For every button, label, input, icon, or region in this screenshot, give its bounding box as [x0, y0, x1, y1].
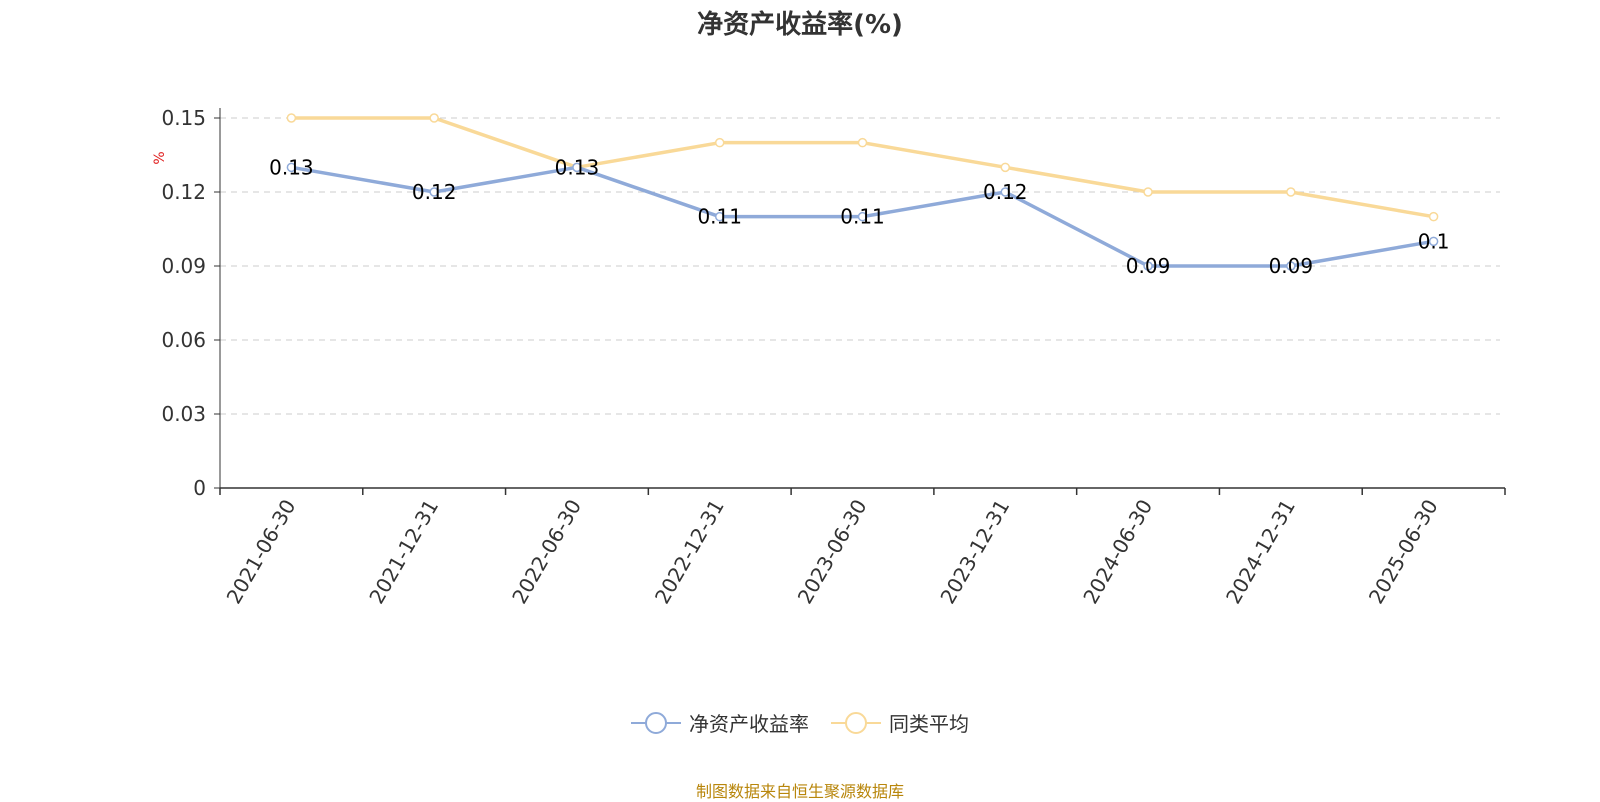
- x-tick-label: 2025-06-30: [1364, 495, 1443, 608]
- data-point-series-1: [1000, 187, 1011, 197]
- y-tick-label: 0.12: [161, 180, 206, 204]
- x-tick-label: 2024-06-30: [1078, 495, 1157, 608]
- legend: 净资产收益率 同类平均: [0, 708, 1600, 737]
- y-tick-label: 0.03: [161, 402, 206, 426]
- y-tick-label: 0.06: [161, 328, 206, 352]
- data-point-series-1: [1143, 261, 1153, 271]
- x-tick-label: 2021-12-31: [364, 495, 443, 608]
- data-point-series-1: [714, 211, 725, 222]
- data-point-series-2: [1428, 211, 1439, 222]
- data-point-series-2: [714, 137, 725, 148]
- data-point-series-2: [286, 113, 297, 123]
- data-point-series-2: [857, 137, 868, 148]
- data-point-series-2: [1000, 162, 1011, 173]
- x-tick-label: 2024-12-31: [1221, 495, 1300, 608]
- x-tick-label: 2022-12-31: [650, 495, 729, 608]
- legend-label-series-1: 净资产收益率: [689, 712, 809, 736]
- data-point-series-1: [572, 162, 582, 173]
- line-chart: 0 0.03 0.06 0.09 0.12 0.15% 2021-06-30 2021-12-…: [152, 106, 1506, 608]
- data-label: 0.13: [269, 155, 314, 179]
- data-point-series-2: [1286, 187, 1296, 197]
- legend-symbol-series-2: [831, 711, 881, 734]
- data-label: 0.12: [983, 180, 1028, 204]
- series-line-2: [291, 116, 1434, 219]
- x-tick-label: 2022-06-30: [507, 495, 586, 608]
- chart-title: 净资产收益率(%): [697, 10, 903, 40]
- source-note: 制图数据来自恒生聚源数据库: [695, 782, 904, 801]
- data-label: 0.11: [697, 205, 742, 229]
- data-point-series-2: [1143, 187, 1153, 197]
- legend-label-series-2: 同类平均: [889, 712, 969, 736]
- data-label: 0.13: [555, 155, 600, 179]
- data-point-series-1: [429, 187, 439, 197]
- legend-item-series-1[interactable]: 净资产收益率: [631, 708, 809, 737]
- data-label: 0.11: [840, 205, 885, 229]
- data-label: 0.1: [1418, 229, 1450, 253]
- data-label: 0.12: [412, 180, 457, 204]
- data-label: 0.09: [1269, 254, 1314, 278]
- legend-symbol-series-1: [631, 711, 681, 734]
- y-tick-label: 0.09: [161, 254, 206, 278]
- data-point-series-1: [857, 211, 868, 222]
- x-tick-label: 2023-12-31: [935, 495, 1014, 608]
- data-point-series-1: [1428, 236, 1439, 247]
- data-point-series-1: [286, 162, 297, 173]
- y-tick-label: 0: [193, 476, 206, 500]
- data-label: 0.09: [1126, 254, 1171, 278]
- x-tick-label: 2021-06-30: [222, 495, 301, 608]
- x-tick-label: 2023-06-30: [793, 495, 872, 608]
- y-tick-label: 0.15: [161, 106, 206, 130]
- data-point-series-1: [1286, 261, 1296, 271]
- legend-item-series-2[interactable]: 同类平均: [831, 708, 969, 737]
- data-point-series-2: [429, 113, 439, 123]
- y-axis-unit-label: %: [152, 151, 168, 164]
